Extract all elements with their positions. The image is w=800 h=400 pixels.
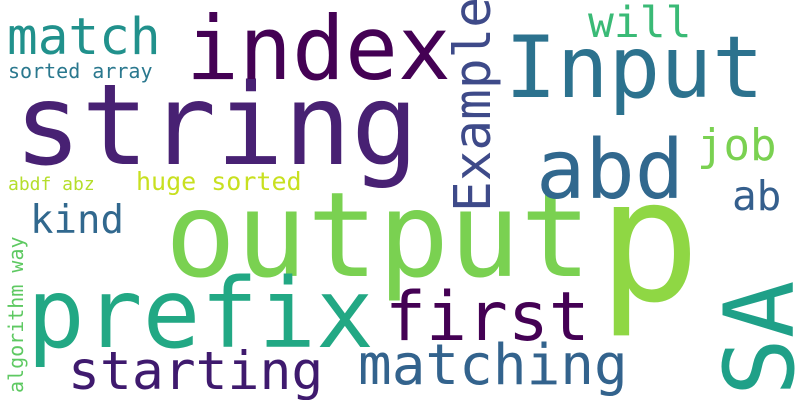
word-abdf-abz: abdf abz: [8, 174, 95, 195]
word-match: match: [7, 8, 161, 67]
word-matching: matching: [358, 333, 628, 398]
word-sorted-array: sorted array: [8, 59, 153, 83]
word-will: will: [588, 0, 692, 48]
word-job: job: [697, 120, 777, 171]
word-p: p: [598, 143, 701, 341]
word-abd: abd: [536, 123, 685, 218]
word-kind: kind: [30, 198, 124, 243]
word-output: output: [165, 166, 592, 304]
word-huge-sorted: huge sorted: [136, 167, 302, 196]
word-example: Example: [444, 0, 503, 212]
word-first: first: [385, 278, 590, 357]
word-string: string: [14, 61, 419, 191]
word-algorithm-way: algorithm way: [4, 236, 28, 393]
word-index: index: [186, 0, 451, 100]
word-prefix: prefix: [27, 258, 374, 370]
word-starting: starting: [68, 341, 324, 400]
word-ab: ab: [732, 172, 782, 220]
word-input: Input: [505, 18, 764, 118]
word-sa: SA: [704, 280, 800, 396]
